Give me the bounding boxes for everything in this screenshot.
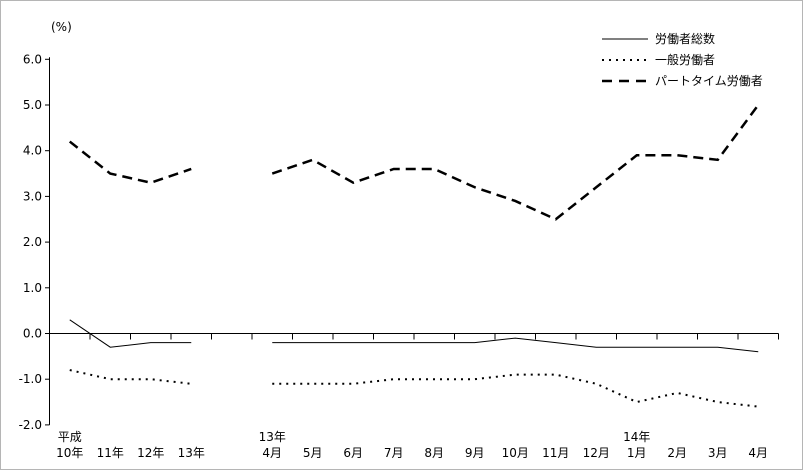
x-tick-label: 13年 <box>178 446 205 460</box>
y-axis-unit-label: (%) <box>51 20 72 34</box>
y-tick-label: 6.0 <box>23 52 42 66</box>
x-tick-label: 8月 <box>424 446 444 460</box>
legend-line-sample-solid-icon <box>602 38 648 39</box>
series-line-1 <box>272 373 759 408</box>
x-tick-label: 10月 <box>502 446 529 460</box>
x-tick-label: 1月 <box>627 446 647 460</box>
y-tick-label: 1.0 <box>23 281 42 295</box>
y-tick-label: 5.0 <box>23 98 42 112</box>
y-tick-label: 2.0 <box>23 235 42 249</box>
x-tick-label: 9月 <box>465 446 485 460</box>
legend-label-general-workers: 一般労働者 <box>655 53 716 67</box>
x-tick-label: 7月 <box>384 446 404 460</box>
series-line-1 <box>69 369 192 385</box>
x-tick-label: 12年 <box>137 446 164 460</box>
x-tick-label: 11年 <box>97 446 124 460</box>
y-tick-label: 0.0 <box>23 327 42 341</box>
legend-item-general-workers: 一般労働者 <box>602 49 763 70</box>
y-tick-label: 4.0 <box>23 144 42 158</box>
y-tick-label: -2.0 <box>19 418 42 432</box>
series-line-0 <box>69 319 192 348</box>
x-tick-label: 3月 <box>708 446 728 460</box>
x-tick-label: 4月 <box>262 446 282 460</box>
legend-label-parttime-workers: パートタイム労働者 <box>655 74 763 88</box>
x-tick-label: 11月 <box>542 446 569 460</box>
legend-item-parttime-workers: パートタイム労働者 <box>602 70 763 91</box>
y-tick-label: -1.0 <box>19 372 42 386</box>
legend-line-sample-dashed-icon <box>602 79 648 82</box>
legend-label-total-workers: 労働者総数 <box>655 32 716 46</box>
x-tick-label: 6月 <box>343 446 363 460</box>
x-tick-label-year: 平成 <box>58 430 82 444</box>
x-tick-label-year: 13年 <box>259 430 286 444</box>
legend-line-sample-dotted-icon <box>602 58 648 61</box>
x-tick-label-year: 14年 <box>623 430 650 444</box>
x-tick-label: 2月 <box>667 446 687 460</box>
series-line-2 <box>271 104 760 221</box>
x-tick-label: 5月 <box>303 446 323 460</box>
x-tick-label: 4月 <box>748 446 768 460</box>
y-tick-label: 3.0 <box>23 189 42 203</box>
legend: 労働者総数 一般労働者 パートタイム労働者 <box>602 28 763 91</box>
series-line-2 <box>68 140 192 184</box>
x-tick-label: 10年 <box>56 446 83 460</box>
x-tick-label: 12月 <box>583 446 610 460</box>
series-line-0 <box>272 337 759 353</box>
legend-item-total-workers: 労働者総数 <box>602 28 763 49</box>
